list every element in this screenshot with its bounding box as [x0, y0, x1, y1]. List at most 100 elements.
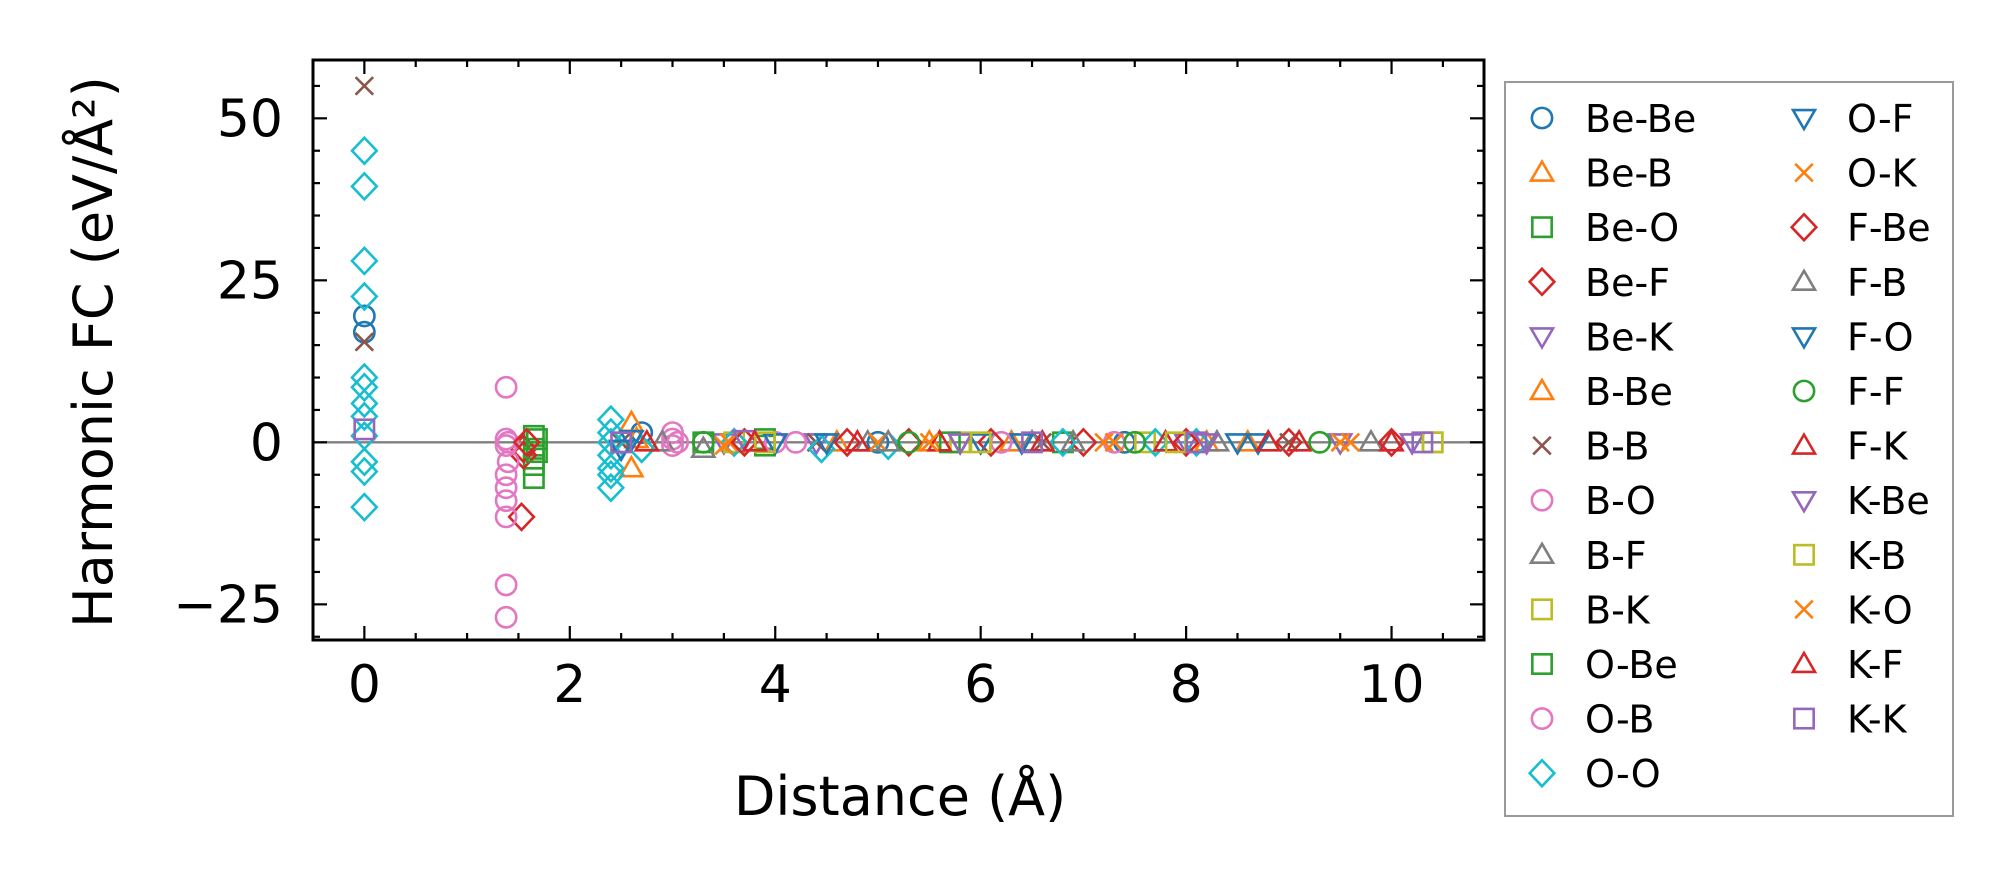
x-tick-label: 4: [759, 655, 792, 715]
legend-entry: K-B: [1793, 534, 1906, 578]
data-point: [938, 431, 961, 454]
legend-entry: O-F: [1790, 97, 1914, 141]
data-point: [1185, 431, 1208, 454]
data-point: [753, 431, 776, 454]
data-point: [350, 246, 379, 276]
data-point: [596, 453, 626, 484]
legend-marker: [1790, 108, 1818, 132]
axes: 0 2 4 6 8 10 −25 0 25 50: [173, 58, 1486, 715]
legend-marker: [1790, 327, 1818, 350]
data-point: [596, 472, 626, 503]
data-point: [866, 430, 890, 454]
data-point: [1171, 427, 1201, 458]
data-point: [1059, 428, 1087, 452]
y-tick-label: 0: [250, 413, 283, 473]
data-point: [618, 429, 645, 453]
legend-label: K-F: [1847, 643, 1904, 687]
data-point: [719, 432, 739, 453]
y-tick-label: 50: [217, 89, 283, 149]
x-tick-label: 0: [348, 655, 381, 715]
legend-label: F-F: [1847, 370, 1904, 414]
data-point: [494, 476, 518, 500]
legend-entry: Be-K: [1528, 315, 1674, 359]
legend-entry: K-K: [1793, 698, 1908, 742]
legend-label: K-K: [1847, 698, 1908, 742]
legend-marker: [1528, 327, 1556, 350]
legend-label: K-Be: [1847, 479, 1930, 523]
data-point: [354, 332, 375, 352]
legend-label: Be-O: [1585, 206, 1679, 250]
data-point: [494, 605, 518, 629]
x-axis-label: Distance (Å): [734, 764, 1066, 828]
legend-marker: [1527, 266, 1557, 297]
data-point: [633, 428, 661, 452]
data-point: [512, 427, 541, 458]
data-point: [666, 430, 690, 454]
data-point: [1411, 431, 1434, 454]
data-point: [354, 76, 375, 96]
legend-label: B-F: [1585, 534, 1647, 578]
data-point: [1234, 428, 1262, 452]
data-point: [350, 372, 379, 403]
data-point: [494, 463, 518, 487]
legend-marker: [1794, 599, 1814, 620]
data-point: [1255, 428, 1282, 452]
legend-box: [1504, 81, 1954, 817]
data-point: [807, 433, 836, 464]
legend-label: B-B: [1585, 425, 1650, 469]
data-point: [494, 573, 518, 597]
legend-entry: O-K: [1794, 152, 1918, 196]
legend-marker: [1790, 650, 1818, 674]
data-points: [350, 76, 1444, 629]
legend-label: F-B: [1847, 261, 1907, 305]
legend-label: F-O: [1847, 315, 1914, 359]
data-point: [353, 418, 376, 441]
x-tick-label: 6: [964, 655, 997, 715]
legend-entry: F-Be: [1789, 206, 1931, 250]
data-point: [350, 446, 379, 477]
data-point: [1134, 431, 1157, 454]
plot-frame: [311, 58, 1486, 642]
legend-marker: [1528, 541, 1556, 565]
data-point: [1326, 433, 1354, 456]
data-point: [350, 492, 379, 523]
legend-entry: Be-F: [1527, 261, 1670, 305]
x-tick-label: 2: [553, 655, 586, 715]
legend-marker: [1790, 490, 1818, 514]
legend-marker: [1531, 598, 1553, 621]
legend-marker: [1532, 435, 1552, 456]
legend-entry: K-Be: [1790, 479, 1930, 523]
data-point: [494, 489, 518, 513]
legend-label: Be-F: [1585, 261, 1670, 305]
data-point: [1048, 427, 1077, 458]
data-point: [1141, 427, 1170, 458]
legend-entry: F-F: [1792, 370, 1904, 414]
data-point: [1377, 427, 1406, 458]
data-point: [496, 450, 520, 474]
legend-label: F-Be: [1847, 206, 1931, 250]
data-point: [1357, 428, 1385, 452]
data-point: [1104, 432, 1124, 453]
legend: Be-Be Be-B Be-O Be-F Be-K B-Be B-B B-O B-F B-K O-B…: [1504, 81, 1954, 817]
legend-entry: B-K: [1531, 588, 1651, 632]
legend-label: Be-B: [1585, 152, 1673, 196]
y-axis-label: Harmonic FC (eV/Å²): [61, 76, 125, 628]
data-point: [596, 459, 626, 490]
legend-marker: [1794, 162, 1814, 183]
series-o-b: [496, 430, 808, 474]
legend-label: O-Be: [1585, 643, 1678, 687]
legend-marker: [1789, 212, 1819, 243]
data-point: [1340, 432, 1361, 453]
data-point: [784, 430, 808, 454]
legend-entry: F-K: [1790, 425, 1909, 469]
data-point: [998, 428, 1025, 452]
data-point: [967, 433, 994, 456]
legend-marker: [1527, 758, 1557, 789]
legend-entry: F-O: [1790, 315, 1914, 359]
data-point: [714, 435, 734, 456]
data-point: [690, 435, 717, 459]
legend-label: K-B: [1847, 534, 1906, 578]
legend-marker: [1530, 106, 1554, 130]
y-tick-label: −25: [173, 575, 283, 635]
